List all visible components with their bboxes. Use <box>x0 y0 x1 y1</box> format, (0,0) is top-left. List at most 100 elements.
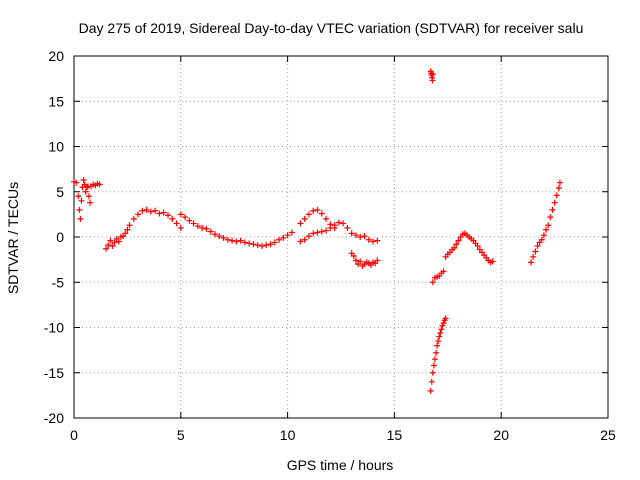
data-point <box>357 234 364 240</box>
data-point <box>126 222 133 229</box>
data-point <box>85 193 92 200</box>
data-point <box>207 228 214 235</box>
data-point <box>297 220 304 227</box>
x-tick-label: 10 <box>280 427 296 443</box>
data-point <box>233 238 240 245</box>
data-point <box>143 206 150 213</box>
data-point <box>489 258 496 265</box>
data-point <box>374 257 381 264</box>
data-point <box>156 210 163 217</box>
x-tick-label: 20 <box>493 427 509 443</box>
x-tick-label: 25 <box>600 427 616 443</box>
data-point <box>82 188 89 195</box>
data-point <box>224 236 231 243</box>
data-point <box>545 222 552 229</box>
data-point <box>280 234 287 241</box>
data-point <box>229 237 236 244</box>
data-point <box>87 199 94 206</box>
data-point <box>318 228 325 235</box>
data-point <box>323 227 330 234</box>
data-point <box>453 241 460 248</box>
data-point <box>361 233 368 240</box>
data-point <box>428 378 435 385</box>
data-point <box>370 238 377 245</box>
data-point <box>433 349 440 356</box>
data-point <box>284 232 291 239</box>
data-point <box>350 253 357 260</box>
data-point <box>429 279 436 286</box>
y-tick-label: -5 <box>52 274 65 290</box>
x-tick-label: 0 <box>70 427 78 443</box>
x-axis-label: GPS time / hours <box>287 457 394 473</box>
data-point <box>427 387 434 394</box>
data-point <box>305 233 312 240</box>
data-point <box>105 242 112 249</box>
data-point <box>310 207 317 214</box>
x-tick-label: 15 <box>387 427 403 443</box>
data-point <box>130 215 137 222</box>
data-point <box>318 210 325 217</box>
data-point <box>365 236 372 243</box>
grid <box>74 56 608 418</box>
data-point <box>177 224 184 231</box>
data-point <box>152 207 159 214</box>
data-point <box>340 220 347 227</box>
data-point <box>211 231 218 238</box>
data-point <box>314 206 321 213</box>
data-point <box>538 236 545 243</box>
data-point <box>352 257 359 264</box>
data-point <box>182 214 189 221</box>
data-point <box>241 239 248 246</box>
data-point <box>348 230 355 237</box>
y-tick-label: -20 <box>44 410 64 426</box>
data-point <box>220 234 227 241</box>
axis-ticks: 0 5 10 15 20 25 -20 -15 -10 -5 0 5 10 15 20 <box>44 48 616 443</box>
data-point <box>267 241 274 248</box>
data-point <box>107 237 114 244</box>
data-point <box>263 242 270 249</box>
data-point <box>80 176 87 183</box>
data-point <box>237 237 244 244</box>
data-point <box>438 326 445 333</box>
data-point <box>276 236 283 243</box>
data-point <box>194 223 201 230</box>
y-tick-label: -15 <box>44 365 64 381</box>
data-point <box>139 207 146 214</box>
data-point <box>271 239 278 246</box>
data-point <box>440 268 447 275</box>
data-point <box>530 253 537 260</box>
data-point <box>551 199 558 206</box>
data-point <box>124 226 131 233</box>
data-point <box>186 217 193 224</box>
y-axis-label: SDTVAR / TECUs <box>5 182 21 294</box>
data-point <box>555 185 562 192</box>
data-point <box>103 245 110 252</box>
data-point <box>78 197 85 204</box>
data-point <box>439 322 446 329</box>
data-point <box>474 243 481 250</box>
y-tick-label: 0 <box>56 229 64 245</box>
data-point <box>115 238 122 245</box>
data-point <box>250 241 257 248</box>
y-tick-label: 20 <box>48 48 64 64</box>
data-point <box>109 243 116 250</box>
data-point <box>528 259 535 266</box>
data-point <box>434 342 441 349</box>
data-point <box>173 220 180 227</box>
data-point <box>160 209 167 216</box>
data-point <box>357 258 364 265</box>
data-point <box>177 211 184 218</box>
data-point <box>374 237 381 244</box>
data-point <box>440 319 447 326</box>
data-point <box>288 229 295 236</box>
data-point <box>352 232 359 239</box>
data-point <box>323 215 330 222</box>
data-point <box>301 236 308 243</box>
data-point <box>431 356 438 363</box>
data-point <box>335 219 342 226</box>
data-point <box>147 208 154 215</box>
data-point <box>553 192 560 199</box>
data-point <box>543 226 550 233</box>
data-point <box>532 248 539 255</box>
